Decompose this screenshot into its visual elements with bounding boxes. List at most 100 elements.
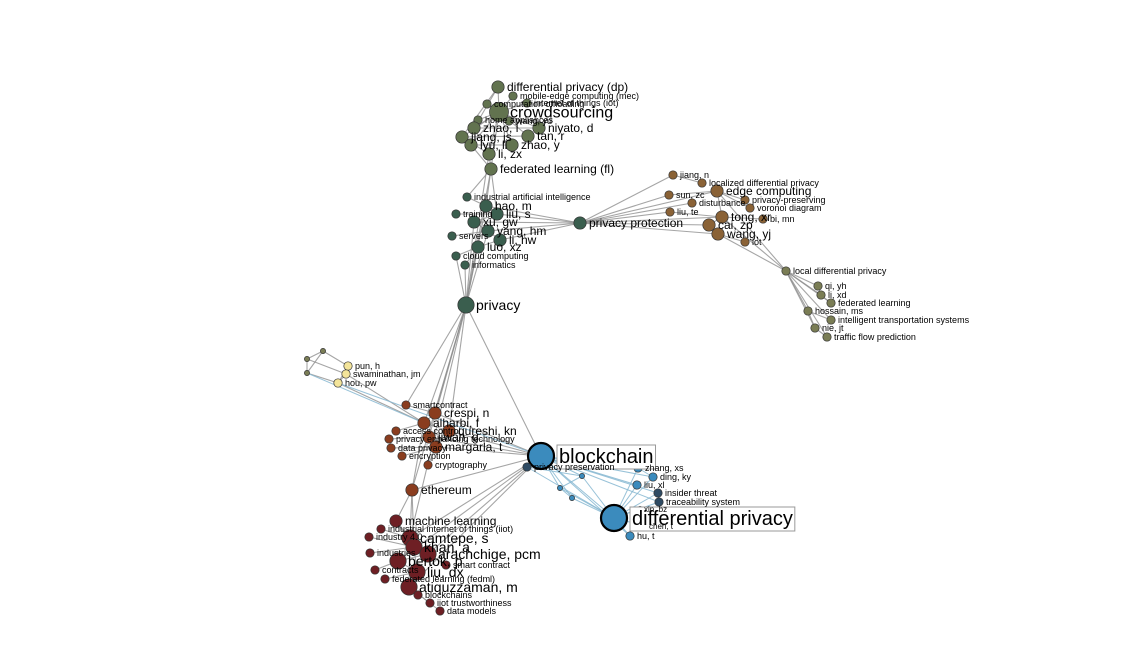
node-y_a[interactable] [320,348,326,354]
node-b1[interactable] [579,473,585,479]
node-bertok-p[interactable] [389,552,407,570]
node-arachchige-pcm[interactable] [419,545,437,563]
node-differential-privacy[interactable] [599,503,629,533]
node-cai-zp[interactable] [702,218,716,232]
node-niyato-d[interactable] [532,121,546,135]
node-li-hw[interactable] [493,233,507,247]
node-federated-learning-fedml[interactable] [380,574,390,584]
node-industrial-artificial-intelligence[interactable] [462,192,472,202]
node-nie-jt[interactable] [810,323,820,333]
node-industry-4-0[interactable] [364,532,374,542]
node-tong-xr[interactable] [715,210,729,224]
node-intelligent-transportation-systems[interactable] [826,315,836,325]
node-blockchains[interactable] [413,590,423,600]
node-computation-offloading[interactable] [482,99,492,109]
node-iot[interactable] [740,237,750,247]
node-informatics[interactable] [460,260,470,270]
label-smartcontract: smartcontract [413,400,468,410]
node-insider-threat[interactable] [653,488,663,498]
node-b3[interactable] [569,495,575,501]
node-data-privacy[interactable] [386,443,396,453]
node-cloud-computing[interactable] [451,251,461,261]
gray-edge-57 [672,174,703,184]
node-tan-r[interactable] [521,129,535,143]
node-zhao-y[interactable] [505,138,519,152]
node-liu-te[interactable] [665,207,675,217]
node-hao-m[interactable] [479,199,493,213]
node-servers[interactable] [447,231,457,241]
node-crespi-n[interactable] [428,406,442,420]
node-disturbance[interactable] [687,198,697,208]
gray-edge-54 [579,222,710,226]
node-liu-xl[interactable] [632,480,642,490]
node-ethereum[interactable] [405,483,419,497]
node-hu-t[interactable] [625,531,635,541]
node-cryptography[interactable] [423,460,433,470]
node-privacy[interactable] [457,296,475,314]
node-y_b[interactable] [304,356,310,362]
node-wang-yu[interactable] [504,116,514,126]
label-hu-t: hu, t [637,531,655,541]
node-lyu-ll[interactable] [464,138,478,152]
node-encryption[interactable] [397,451,407,461]
node-liu-s[interactable] [490,207,504,221]
node-li-xd[interactable] [816,290,826,300]
node-qi-yh[interactable] [813,281,823,291]
node-smartcontract[interactable] [401,400,411,410]
node-crowdsourcing[interactable] [489,102,509,122]
label-zhao-y: zhao, y [521,138,560,152]
node-jiwan-g[interactable] [422,430,436,444]
node-y_c[interactable] [304,370,310,376]
node-alharbi-f[interactable] [417,416,431,430]
label-home-appliances: home appliances [485,115,554,125]
node-xu-gw[interactable] [467,215,481,229]
node-pun-h[interactable] [343,361,353,371]
node-privacy-enhancing-technology[interactable] [384,434,394,444]
node-yang-hm[interactable] [481,224,495,238]
node-edge-computing[interactable] [710,184,724,198]
node-privacy-protection[interactable] [573,216,587,230]
node-privacy-preserving[interactable] [740,195,750,205]
node-jiang-n[interactable] [668,170,678,180]
node-sun-zc[interactable] [664,190,674,200]
node-hou-pw[interactable] [333,378,343,388]
node-traffic-flow-prediction[interactable] [822,332,832,342]
label-xin-bz: xin, bz [644,505,667,514]
node-liu-dx[interactable] [408,563,426,581]
node-federated-learning[interactable] [826,298,836,308]
label-smart-contract: smart contract [453,560,511,570]
node-privacy-preservation[interactable] [522,462,532,472]
node-atiquzzaman-m[interactable] [400,578,418,596]
node-local-differential-privacy[interactable] [781,266,791,276]
node-industries[interactable] [365,548,375,558]
node-ding-ky[interactable] [648,472,658,482]
node-jiang-js[interactable] [455,130,469,144]
node-contracts[interactable] [370,565,380,575]
node-internet-of-things-iot[interactable] [522,98,532,108]
node-zhao-l[interactable] [467,121,481,135]
node-b2[interactable] [557,485,563,491]
node-li-zx[interactable] [482,147,496,161]
node-khan-a[interactable] [405,538,423,556]
node-localized-differential-privacy[interactable] [697,178,707,188]
node-margarla-t[interactable] [429,440,443,454]
node-bi-mn[interactable] [758,214,768,224]
node-voronoi-diagram[interactable] [745,203,755,213]
node-training[interactable] [451,209,461,219]
node-federated-learning-fl[interactable] [484,162,498,176]
node-luo-xz[interactable] [471,240,485,254]
node-swaminathan-jm[interactable] [341,369,351,379]
node-machine-learning[interactable] [389,514,403,528]
node-iiot-trustworthiness[interactable] [425,598,435,608]
node-hossain-ms[interactable] [803,306,813,316]
node-mobile-edge-computing-mec[interactable] [508,91,518,101]
node-data-models[interactable] [435,606,445,616]
node-differential-privacy-dp[interactable] [491,80,505,94]
node-access-control[interactable] [391,426,401,436]
node-wang-yj[interactable] [711,227,725,241]
node-traceability-system[interactable] [654,497,664,507]
node-smart-contract[interactable] [441,560,451,570]
node-qureshi-kn[interactable] [442,424,456,438]
node-blockchain[interactable] [526,441,556,471]
node-industrial-internet-of-things-iiot[interactable] [376,524,386,534]
